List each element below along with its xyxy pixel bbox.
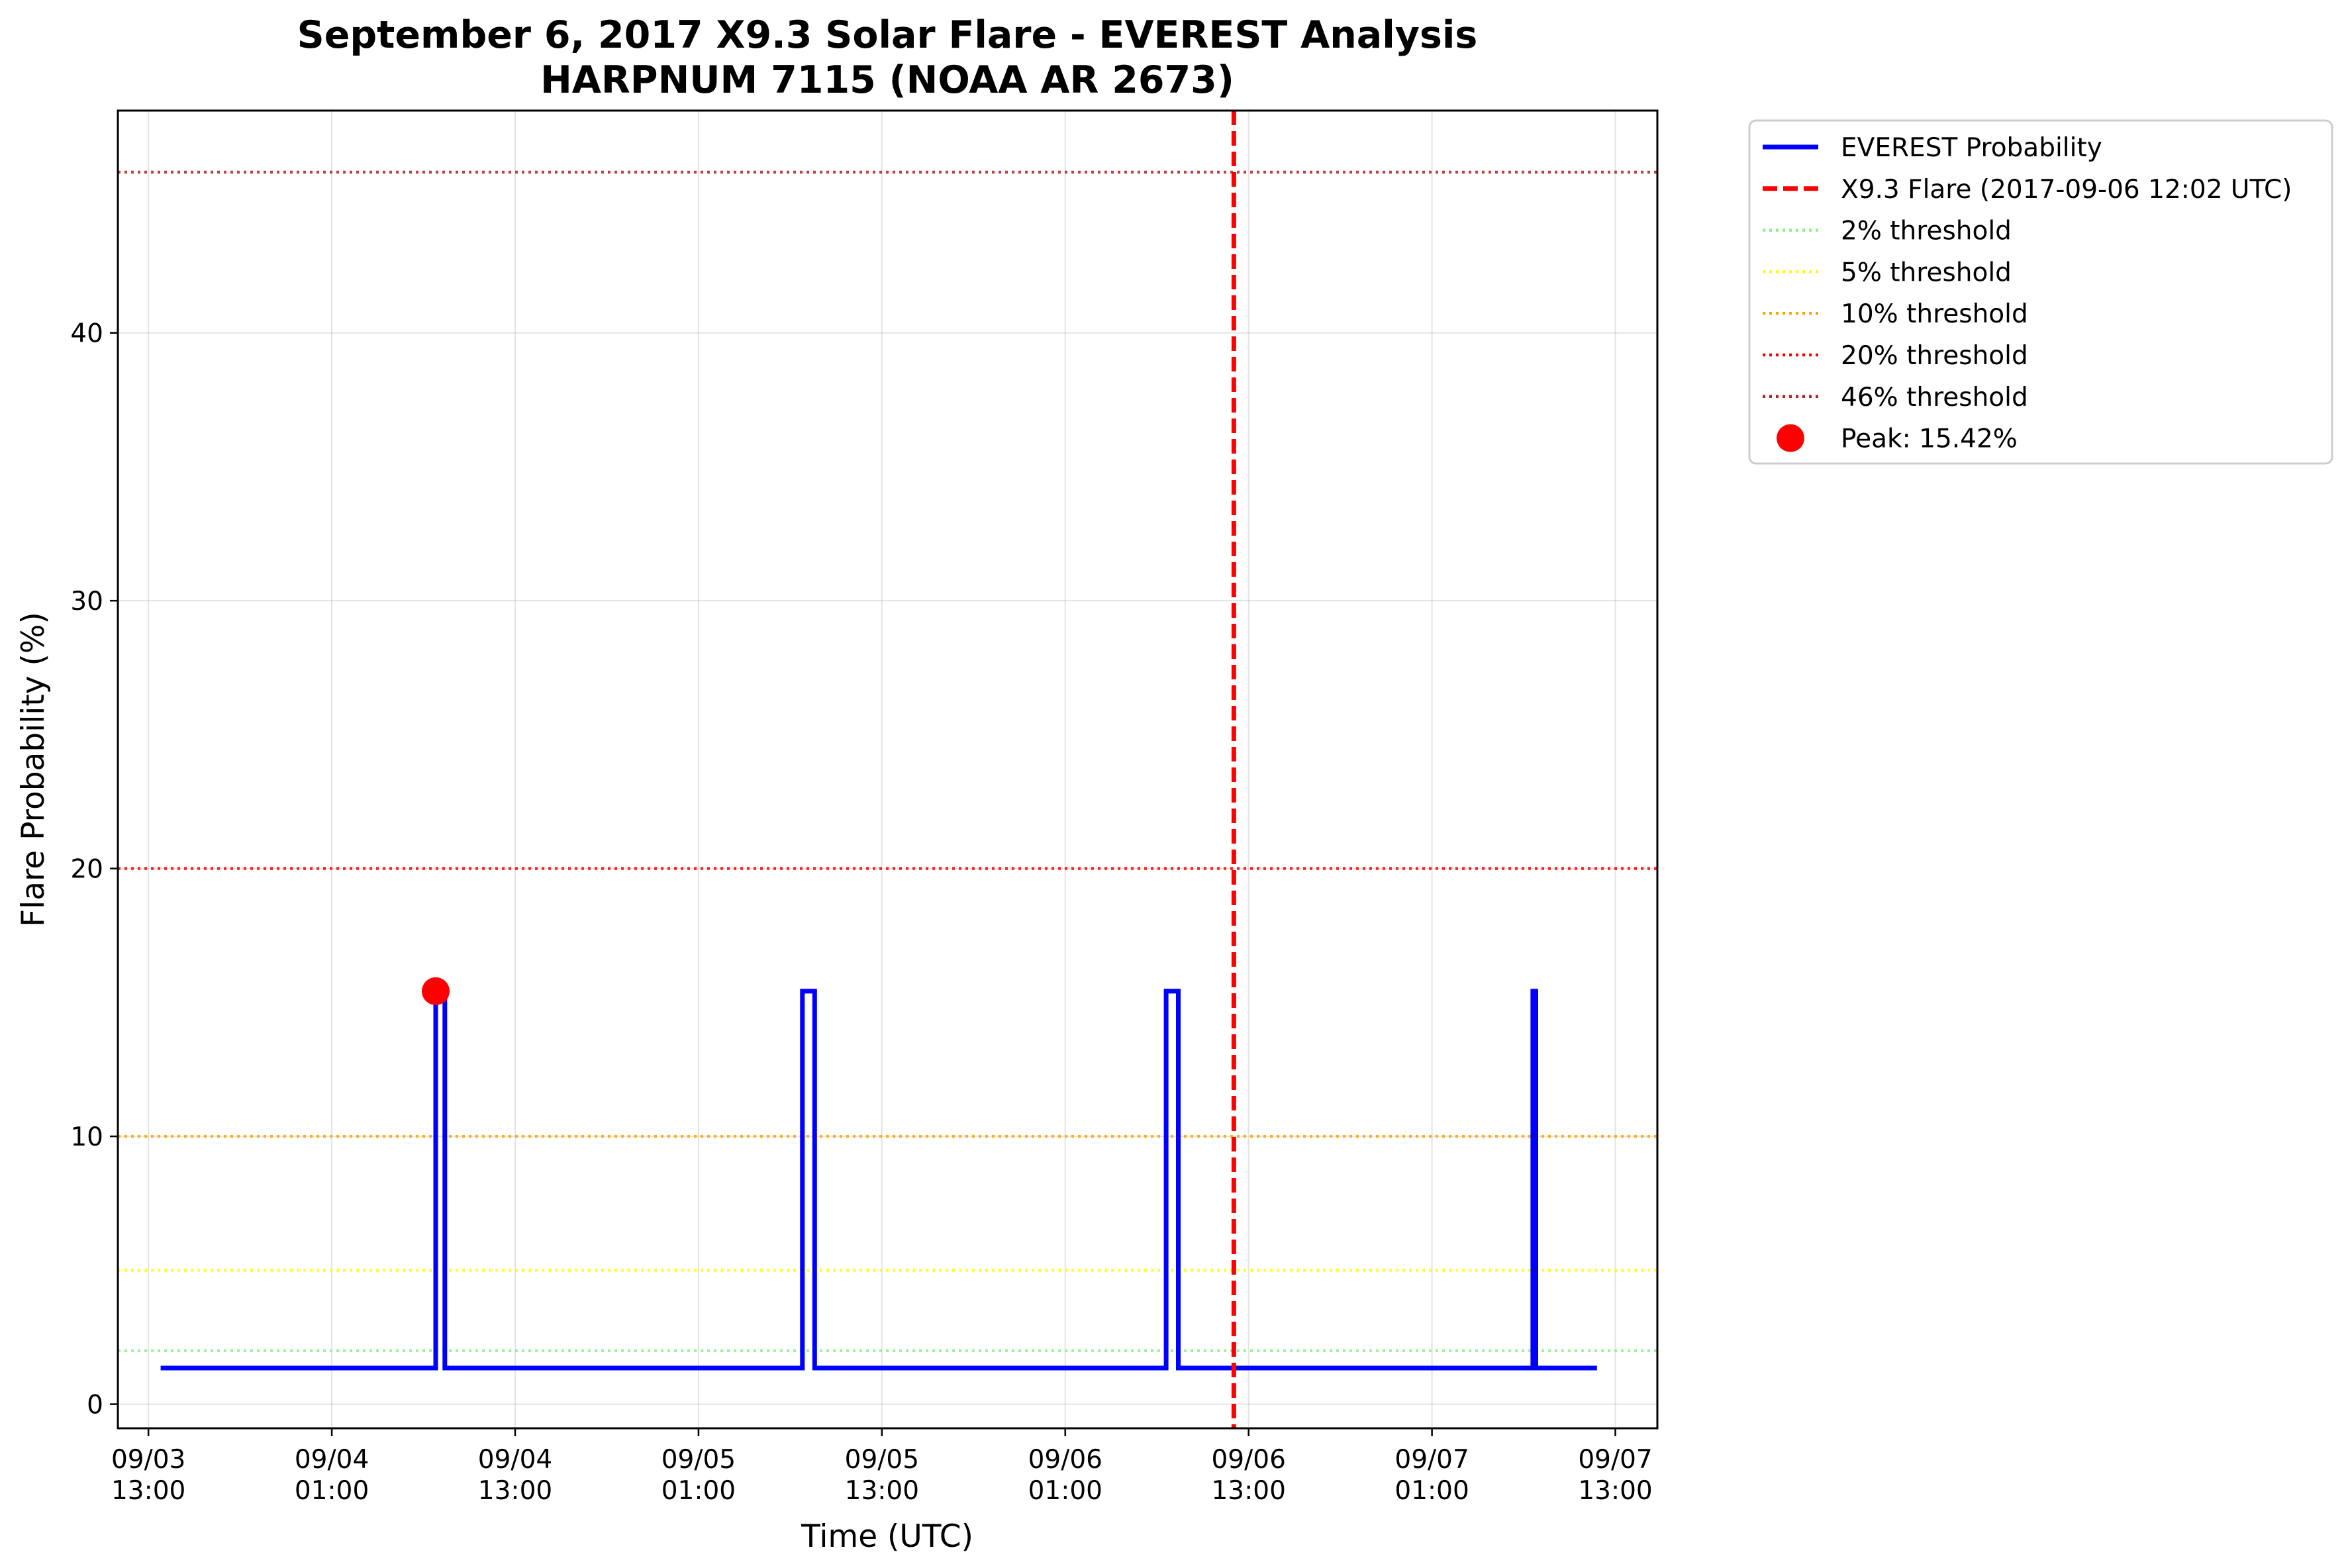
x-tick-label-time: 01:00	[661, 1476, 736, 1506]
peak-marker	[422, 977, 450, 1005]
legend-swatch-marker	[1777, 424, 1804, 452]
legend-label: EVEREST Probability	[1841, 133, 2102, 163]
threshold-lines	[118, 170, 1657, 1352]
x-tick-label-time: 13:00	[111, 1476, 185, 1506]
legend-frame	[1748, 119, 2333, 465]
x-tick-label-time: 13:00	[1578, 1476, 1652, 1506]
legend-label: X9.3 Flare (2017-09-06 12:02 UTC)	[1841, 175, 2292, 205]
plot-area	[117, 109, 1659, 1430]
y-tick-label: 10	[70, 1122, 103, 1152]
legend-label: 10% threshold	[1841, 299, 2028, 329]
x-tick-label-time: 13:00	[845, 1476, 919, 1506]
x-tick-label-date: 09/06	[1211, 1445, 1285, 1475]
legend-label: 5% threshold	[1841, 258, 2012, 287]
x-tick-label-time: 01:00	[1028, 1476, 1102, 1506]
x-tick-label-time: 01:00	[1394, 1476, 1469, 1506]
x-axis-label: Time (UTC)	[801, 1518, 973, 1555]
legend-label: Peak: 15.42%	[1841, 424, 2018, 454]
x-tick-label-date: 09/07	[1578, 1445, 1652, 1475]
peak-marker-layer	[422, 977, 450, 1005]
x-tick-label-date: 09/07	[1394, 1445, 1469, 1475]
x-tick-label-time: 13:00	[1211, 1476, 1285, 1506]
x-tick-label-date: 09/05	[661, 1445, 736, 1475]
y-axis: 0 10 20 30 40	[70, 319, 118, 1420]
x-tick-label-date: 09/04	[478, 1445, 552, 1475]
x-tick-label-time: 13:00	[478, 1476, 552, 1506]
chart-subtitle: HARPNUM 7115 (NOAA AR 2673)	[540, 58, 1234, 102]
x-tick-label-date: 09/05	[845, 1445, 919, 1475]
y-tick-label: 20	[70, 855, 103, 885]
chart-title: September 6, 2017 X9.3 Solar Flare - EVE…	[297, 13, 1478, 57]
x-axis: 09/0313:0009/0401:0009/0413:0009/0501:00…	[111, 1428, 1653, 1506]
legend-items: EVEREST Probability X9.3 Flare (2017-09-0…	[1763, 133, 2292, 454]
legend-label: 2% threshold	[1841, 217, 2012, 246]
x-tick-label-time: 01:00	[295, 1476, 369, 1506]
y-tick-label: 40	[70, 319, 103, 349]
x-tick-label-date: 09/03	[111, 1445, 185, 1475]
x-tick-label-date: 09/04	[295, 1445, 369, 1475]
x-tick-label-date: 09/06	[1028, 1445, 1102, 1475]
y-tick-label: 30	[70, 587, 103, 616]
legend: EVEREST Probability X9.3 Flare (2017-09-0…	[1748, 119, 2333, 465]
y-axis-label: Flare Probability (%)	[15, 612, 52, 927]
legend-label: 46% threshold	[1841, 383, 2028, 413]
plot-frame	[117, 109, 1659, 1430]
y-tick-label: 0	[87, 1391, 103, 1420]
legend-label: 20% threshold	[1841, 341, 2028, 371]
